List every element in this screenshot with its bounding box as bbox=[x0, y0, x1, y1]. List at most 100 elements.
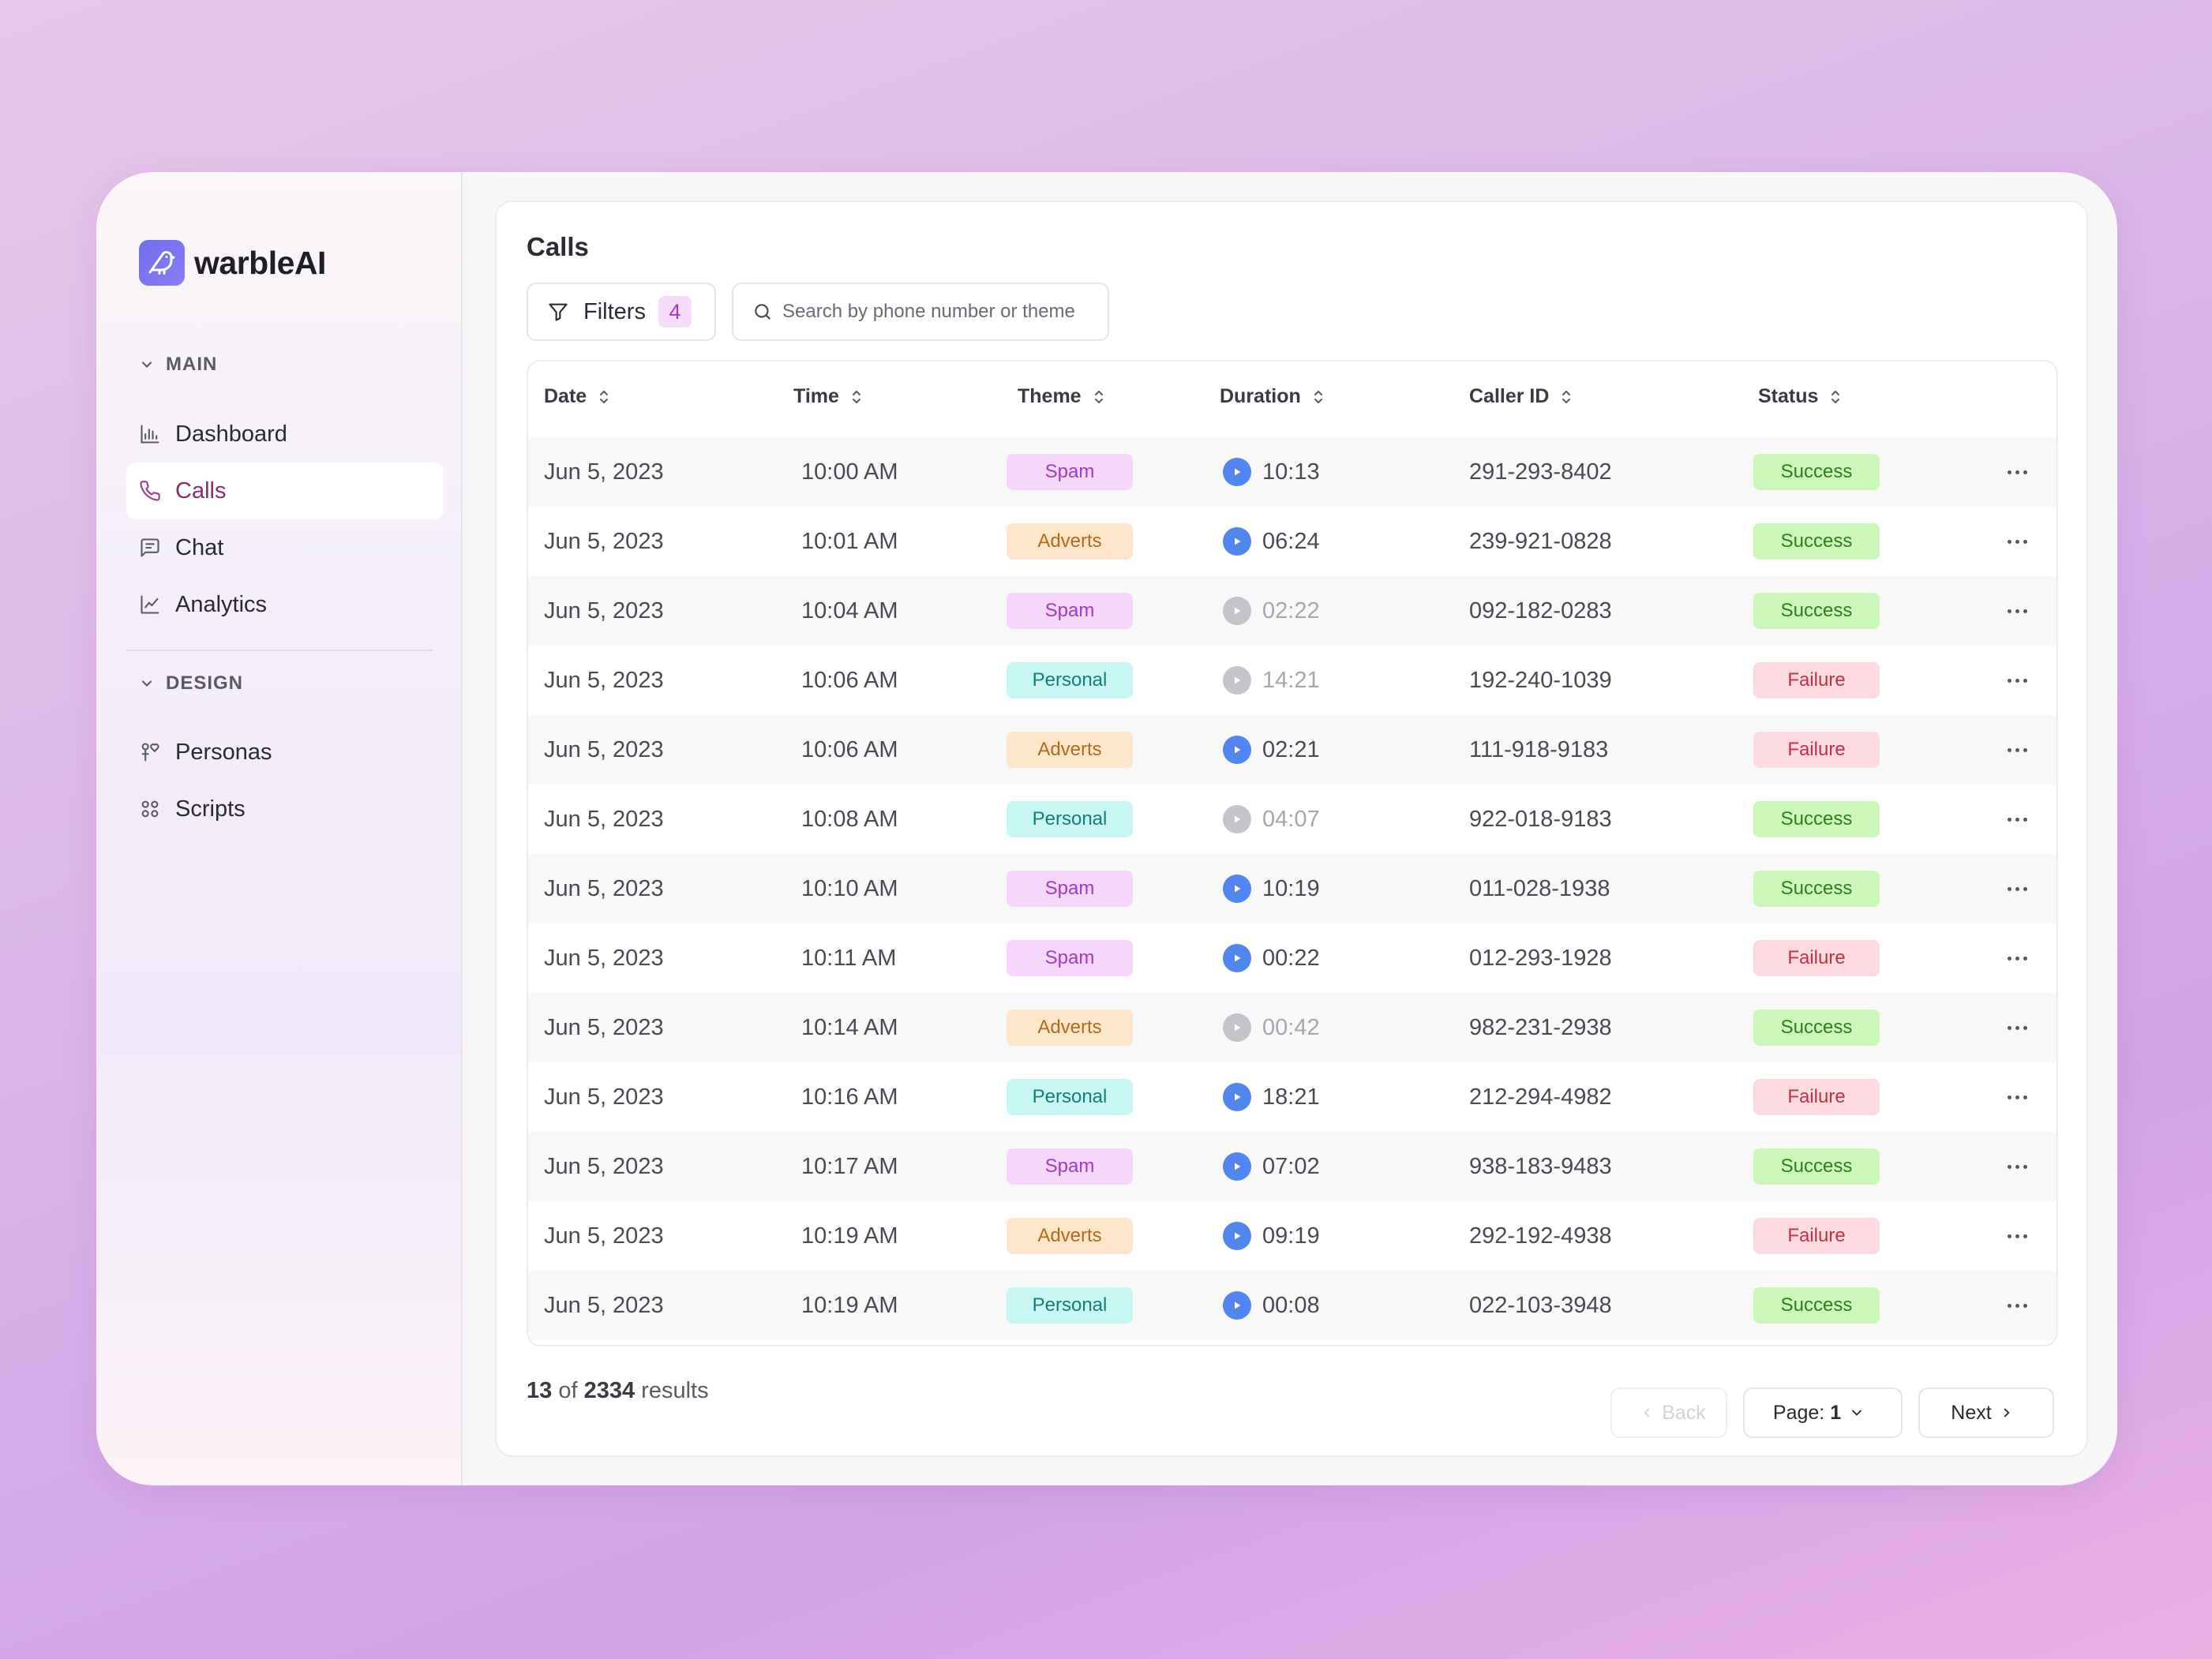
more-horizontal-icon bbox=[2008, 747, 2027, 752]
column-header-theme[interactable]: Theme bbox=[1018, 385, 1105, 408]
cell-time: 10:16 AM bbox=[801, 1084, 898, 1110]
search-input[interactable] bbox=[782, 301, 1098, 323]
row-more-button[interactable] bbox=[2008, 854, 2027, 923]
duration-value: 10:13 bbox=[1262, 459, 1320, 485]
chevron-down-icon bbox=[141, 680, 152, 687]
column-label: Time bbox=[793, 385, 839, 407]
table-row[interactable]: Jun 5, 2023 10:00 AM Spam 10:13 291-293-8402… bbox=[528, 437, 2056, 507]
theme-badge: Adverts bbox=[1007, 732, 1133, 768]
status-badge: Success bbox=[1753, 1287, 1880, 1324]
row-more-button[interactable] bbox=[2008, 1271, 2027, 1340]
play-icon[interactable] bbox=[1223, 736, 1251, 764]
play-icon bbox=[1223, 805, 1251, 833]
duration-value: 02:21 bbox=[1262, 736, 1320, 762]
column-header-date[interactable]: Date bbox=[544, 385, 610, 408]
back-button[interactable]: Back bbox=[1610, 1387, 1727, 1438]
line-chart-icon bbox=[141, 595, 159, 614]
row-more-button[interactable] bbox=[2008, 1062, 2027, 1132]
chat-icon bbox=[141, 538, 159, 557]
status-badge: Success bbox=[1753, 454, 1880, 490]
sort-icon bbox=[1314, 390, 1322, 403]
theme-badge: Adverts bbox=[1007, 1009, 1133, 1046]
sidebar-item-dashboard[interactable]: Dashboard bbox=[126, 406, 444, 462]
play-icon[interactable] bbox=[1223, 1083, 1251, 1111]
play-icon[interactable] bbox=[1223, 1291, 1251, 1320]
table-row[interactable]: Jun 5, 2023 10:06 AM Adverts 02:21 111-918-9… bbox=[528, 715, 2056, 785]
row-more-button[interactable] bbox=[2008, 993, 2027, 1062]
table-row[interactable]: Jun 5, 2023 10:06 AM Personal 14:21 192-240-… bbox=[528, 646, 2056, 715]
table-row[interactable]: Jun 5, 2023 10:04 AM Spam 02:22 092-182-0283… bbox=[528, 576, 2056, 646]
logo[interactable]: warbleAI bbox=[139, 240, 326, 286]
next-button[interactable]: Next bbox=[1918, 1387, 2054, 1438]
cell-caller-id: 022-103-3948 bbox=[1469, 1292, 1612, 1318]
more-horizontal-icon bbox=[2008, 1164, 2027, 1169]
cell-time: 10:00 AM bbox=[801, 459, 898, 485]
duration-value: 14:21 bbox=[1262, 667, 1320, 693]
bar-chart-icon bbox=[141, 425, 159, 444]
table-row[interactable]: Jun 5, 2023 10:19 AM Personal 00:08 022-103-… bbox=[528, 1271, 2056, 1340]
cell-duration: 02:21 bbox=[1223, 715, 1320, 785]
play-icon[interactable] bbox=[1223, 527, 1251, 556]
calls-panel: Calls Filters 4 Date Time Theme bbox=[495, 200, 2088, 1457]
cell-caller-id: 011-028-1938 bbox=[1469, 875, 1610, 901]
cell-theme: Personal bbox=[1007, 646, 1133, 715]
sort-icon bbox=[1831, 390, 1840, 403]
row-more-button[interactable] bbox=[2008, 1132, 2027, 1201]
cell-status: Success bbox=[1753, 1132, 1880, 1201]
table-row[interactable]: Jun 5, 2023 10:01 AM Adverts 06:24 239-921-0… bbox=[528, 507, 2056, 576]
page-select[interactable]: Page: 1 bbox=[1743, 1387, 1903, 1438]
table-row[interactable]: Jun 5, 2023 10:14 AM Adverts 00:42 982-231-2… bbox=[528, 993, 2056, 1062]
cell-caller-id: 212-294-4982 bbox=[1469, 1084, 1612, 1110]
brand-name: warbleAI bbox=[194, 244, 326, 281]
play-icon[interactable] bbox=[1223, 944, 1251, 972]
chevron-down-icon bbox=[141, 361, 152, 368]
sidebar-item-calls[interactable]: Calls bbox=[126, 462, 444, 519]
cell-duration: 00:42 bbox=[1223, 993, 1320, 1062]
table-row[interactable]: Jun 5, 2023 10:10 AM Spam 10:19 011-028-1938… bbox=[528, 854, 2056, 923]
play-icon[interactable] bbox=[1223, 1152, 1251, 1181]
table-row[interactable]: Jun 5, 2023 10:16 AM Personal 18:21 212-294-… bbox=[528, 1062, 2056, 1132]
bird-logo-icon bbox=[139, 240, 185, 286]
table-row[interactable]: Jun 5, 2023 10:08 AM Personal 04:07 922-018-… bbox=[528, 785, 2056, 854]
cell-date: Jun 5, 2023 bbox=[544, 459, 664, 485]
row-more-button[interactable] bbox=[2008, 715, 2027, 785]
cell-date: Jun 5, 2023 bbox=[544, 597, 664, 624]
sidebar-item-personas[interactable]: Personas bbox=[126, 724, 444, 781]
scripts-icon bbox=[141, 800, 159, 818]
row-more-button[interactable] bbox=[2008, 507, 2027, 576]
table-row[interactable]: Jun 5, 2023 10:19 AM Adverts 09:19 292-192-4… bbox=[528, 1201, 2056, 1271]
filters-count-badge: 4 bbox=[658, 296, 692, 328]
row-more-button[interactable] bbox=[2008, 437, 2027, 507]
column-header-time[interactable]: Time bbox=[793, 385, 863, 408]
sidebar-item-chat[interactable]: Chat bbox=[126, 519, 444, 576]
play-icon[interactable] bbox=[1223, 1222, 1251, 1250]
search-box[interactable] bbox=[732, 283, 1109, 341]
column-header-status[interactable]: Status bbox=[1758, 385, 1842, 408]
section-main-toggle[interactable]: MAIN bbox=[139, 354, 217, 376]
cell-status: Success bbox=[1753, 854, 1880, 923]
more-horizontal-icon bbox=[2008, 1303, 2027, 1308]
table-row[interactable]: Jun 5, 2023 10:11 AM Spam 00:22 012-293-1928… bbox=[528, 923, 2056, 993]
back-label: Back bbox=[1662, 1401, 1706, 1424]
cell-duration: 06:24 bbox=[1223, 507, 1320, 576]
sidebar-item-scripts[interactable]: Scripts bbox=[126, 781, 444, 837]
row-more-button[interactable] bbox=[2008, 785, 2027, 854]
column-header-caller-id[interactable]: Caller ID bbox=[1469, 385, 1573, 408]
duration-value: 04:07 bbox=[1262, 806, 1320, 832]
play-icon[interactable] bbox=[1223, 458, 1251, 486]
sidebar-item-analytics[interactable]: Analytics bbox=[126, 576, 444, 633]
play-icon[interactable] bbox=[1223, 874, 1251, 903]
column-header-duration[interactable]: Duration bbox=[1220, 385, 1325, 408]
cell-status: Success bbox=[1753, 1271, 1880, 1340]
cell-date: Jun 5, 2023 bbox=[544, 528, 664, 554]
table-row[interactable]: Jun 5, 2023 10:17 AM Spam 07:02 938-183-9483… bbox=[528, 1132, 2056, 1201]
row-more-button[interactable] bbox=[2008, 576, 2027, 646]
filters-button[interactable]: Filters 4 bbox=[527, 283, 716, 341]
section-design-toggle[interactable]: DESIGN bbox=[139, 672, 243, 695]
cell-theme: Personal bbox=[1007, 1271, 1133, 1340]
row-more-button[interactable] bbox=[2008, 646, 2027, 715]
filter-icon bbox=[549, 303, 568, 321]
row-more-button[interactable] bbox=[2008, 923, 2027, 993]
row-more-button[interactable] bbox=[2008, 1201, 2027, 1271]
status-badge: Success bbox=[1753, 593, 1880, 629]
